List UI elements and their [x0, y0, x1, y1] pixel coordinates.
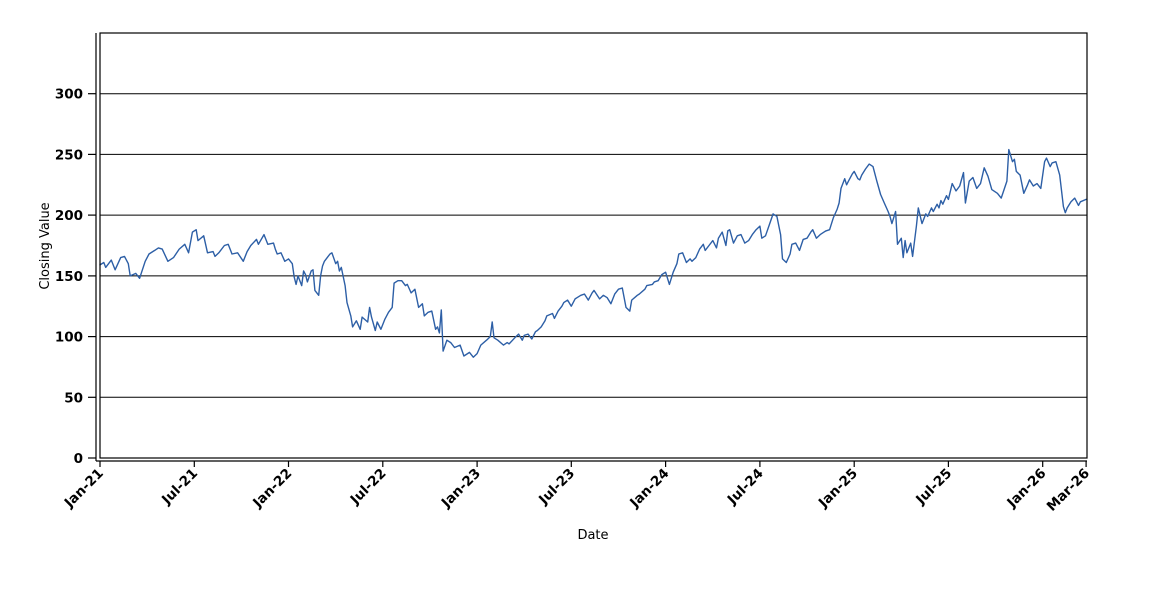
- y-tick-label: 200: [55, 208, 83, 224]
- x-tick-label: Jul-21: [158, 466, 201, 509]
- x-tick-label: Jul-23: [535, 466, 578, 509]
- x-tick-label: Jan-26: [1003, 466, 1049, 512]
- y-tick-label: 250: [55, 147, 83, 163]
- plot-border: [99, 32, 1088, 459]
- x-tick-label: Jul-22: [347, 466, 390, 509]
- series-line: [99, 148, 1087, 358]
- x-tick-label: Jan-22: [249, 466, 295, 512]
- x-tick-label: Jan-23: [438, 466, 484, 512]
- x-axis-title: Date: [577, 528, 608, 543]
- y-tick-label: 150: [55, 269, 83, 285]
- y-tick-label: 100: [55, 330, 83, 346]
- x-tick-label: Jan-21: [61, 466, 107, 512]
- y-tick-label: 50: [64, 390, 83, 406]
- x-tick-label: Jul-25: [912, 466, 955, 509]
- x-tick-label: Jan-25: [815, 466, 861, 512]
- x-tick-label: Jul-24: [724, 466, 767, 509]
- y-tick-label: 300: [55, 87, 83, 103]
- x-tick-label: Jan-24: [626, 466, 672, 512]
- y-axis-title: Closing Value: [38, 202, 53, 289]
- y-tick-label: 0: [74, 451, 83, 467]
- x-tick-label: Mar-26: [1044, 466, 1093, 515]
